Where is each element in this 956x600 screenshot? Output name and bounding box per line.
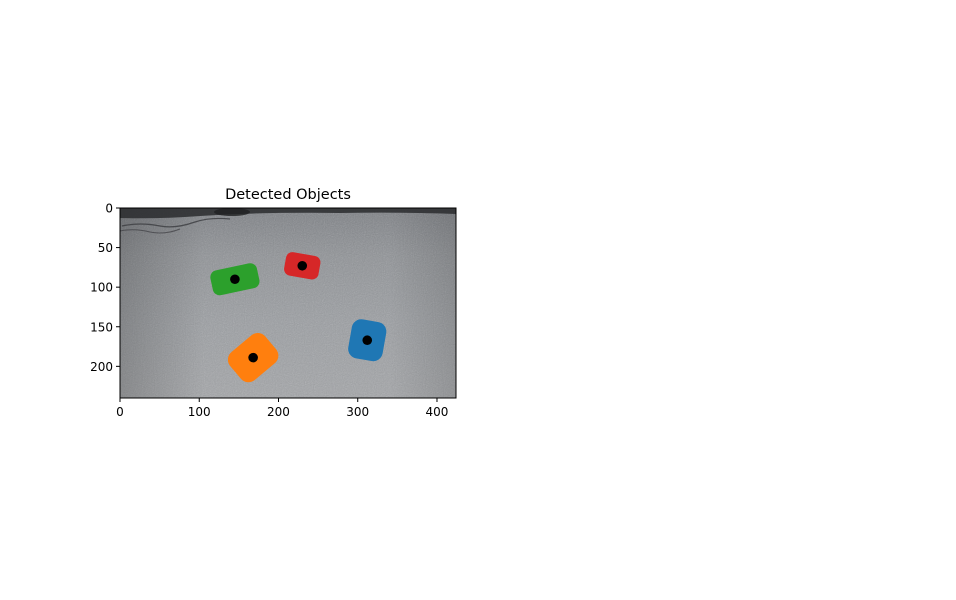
- x-tick-label-0: 0: [116, 405, 124, 419]
- objects-layer: [210, 252, 387, 383]
- y-tick-label-2: 100: [90, 281, 113, 295]
- centroid-marker-2: [248, 352, 258, 363]
- floor-photo: [120, 208, 456, 398]
- y-tick-label-4: 200: [90, 360, 113, 374]
- centroid-marker-1: [362, 335, 373, 346]
- chart-title: Detected Objects: [225, 187, 351, 203]
- y-tick-label-0: 0: [105, 202, 113, 216]
- y-axis: 0 50 100 150 200: [90, 202, 120, 374]
- x-tick-label-1: 100: [188, 405, 211, 419]
- y-tick-label-3: 150: [90, 320, 113, 334]
- x-tick-label-3: 300: [346, 405, 369, 419]
- x-axis: 0 100 200 300 400: [116, 398, 448, 419]
- x-tick-label-4: 400: [426, 405, 449, 419]
- axes-frame: [119, 207, 457, 399]
- x-tick-label-2: 200: [267, 405, 290, 419]
- y-tick-label-1: 50: [98, 241, 113, 255]
- plot-area: 0 100 200 300 400 0 50 100 150 200: [90, 202, 457, 419]
- centroid-marker-4: [297, 260, 308, 271]
- centroid-marker-3: [230, 274, 240, 285]
